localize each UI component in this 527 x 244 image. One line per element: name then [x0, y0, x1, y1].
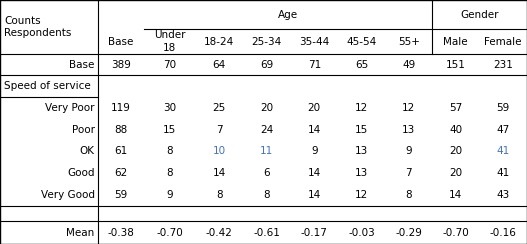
- Text: OK: OK: [80, 146, 94, 156]
- Text: 47: 47: [496, 125, 510, 135]
- Text: 13: 13: [355, 146, 368, 156]
- Text: 8: 8: [167, 168, 173, 178]
- Text: 40: 40: [449, 125, 462, 135]
- Text: 41: 41: [496, 168, 510, 178]
- Text: -0.17: -0.17: [301, 227, 328, 237]
- Text: 14: 14: [308, 168, 321, 178]
- Text: 20: 20: [260, 103, 274, 113]
- Text: 14: 14: [308, 190, 321, 200]
- Text: 18-24: 18-24: [204, 37, 235, 47]
- Text: 8: 8: [216, 190, 222, 200]
- Text: -0.70: -0.70: [442, 227, 469, 237]
- Text: 62: 62: [114, 168, 128, 178]
- Text: -0.61: -0.61: [253, 227, 280, 237]
- Text: 231: 231: [493, 60, 513, 70]
- Text: 64: 64: [212, 60, 226, 70]
- Text: 70: 70: [163, 60, 176, 70]
- Text: 20: 20: [449, 146, 462, 156]
- Text: 12: 12: [402, 103, 415, 113]
- Text: 69: 69: [260, 60, 274, 70]
- Text: 8: 8: [167, 146, 173, 156]
- Text: Male: Male: [443, 37, 468, 47]
- Text: 10: 10: [212, 146, 226, 156]
- Text: 49: 49: [402, 60, 415, 70]
- Text: 20: 20: [308, 103, 321, 113]
- Text: 15: 15: [355, 125, 368, 135]
- Text: 7: 7: [405, 168, 412, 178]
- Text: 12: 12: [355, 103, 368, 113]
- Text: Under
18: Under 18: [154, 30, 186, 53]
- Text: 13: 13: [355, 168, 368, 178]
- Text: 25: 25: [212, 103, 226, 113]
- Text: 61: 61: [114, 146, 128, 156]
- Text: Base: Base: [108, 37, 133, 47]
- Text: 11: 11: [260, 146, 274, 156]
- Text: Poor: Poor: [72, 125, 94, 135]
- Text: 71: 71: [308, 60, 321, 70]
- Text: 35-44: 35-44: [299, 37, 329, 47]
- Text: -0.16: -0.16: [490, 227, 516, 237]
- Text: 9: 9: [167, 190, 173, 200]
- Text: 8: 8: [264, 190, 270, 200]
- Text: 14: 14: [212, 168, 226, 178]
- Text: Mean: Mean: [66, 227, 94, 237]
- Text: Base: Base: [69, 60, 94, 70]
- Text: 8: 8: [405, 190, 412, 200]
- Text: 14: 14: [308, 125, 321, 135]
- Text: 14: 14: [449, 190, 462, 200]
- Text: 57: 57: [449, 103, 462, 113]
- Text: 45-54: 45-54: [347, 37, 377, 47]
- Text: 25-34: 25-34: [251, 37, 282, 47]
- Text: Very Poor: Very Poor: [45, 103, 94, 113]
- Text: Age: Age: [278, 10, 298, 20]
- Text: Very Good: Very Good: [41, 190, 94, 200]
- Text: 6: 6: [264, 168, 270, 178]
- Text: 151: 151: [446, 60, 465, 70]
- Text: 9: 9: [311, 146, 318, 156]
- Text: Speed of service: Speed of service: [4, 81, 91, 91]
- Text: -0.03: -0.03: [348, 227, 375, 237]
- Text: 7: 7: [216, 125, 222, 135]
- Text: 59: 59: [496, 103, 510, 113]
- Text: 41: 41: [496, 146, 510, 156]
- Text: 13: 13: [402, 125, 415, 135]
- Text: -0.29: -0.29: [395, 227, 422, 237]
- Text: 59: 59: [114, 190, 128, 200]
- Text: 20: 20: [449, 168, 462, 178]
- Text: 15: 15: [163, 125, 177, 135]
- Text: Counts
Respondents: Counts Respondents: [4, 16, 72, 38]
- Text: 9: 9: [405, 146, 412, 156]
- Text: Good: Good: [67, 168, 94, 178]
- Text: 55+: 55+: [398, 37, 419, 47]
- Text: 65: 65: [355, 60, 368, 70]
- Text: -0.70: -0.70: [157, 227, 183, 237]
- Text: 30: 30: [163, 103, 176, 113]
- Text: 43: 43: [496, 190, 510, 200]
- Text: 24: 24: [260, 125, 274, 135]
- Text: Gender: Gender: [460, 10, 499, 20]
- Text: -0.38: -0.38: [108, 227, 134, 237]
- Text: Female: Female: [484, 37, 522, 47]
- Text: 119: 119: [111, 103, 131, 113]
- Text: -0.42: -0.42: [206, 227, 232, 237]
- Text: 88: 88: [114, 125, 128, 135]
- Text: 12: 12: [355, 190, 368, 200]
- Text: 389: 389: [111, 60, 131, 70]
